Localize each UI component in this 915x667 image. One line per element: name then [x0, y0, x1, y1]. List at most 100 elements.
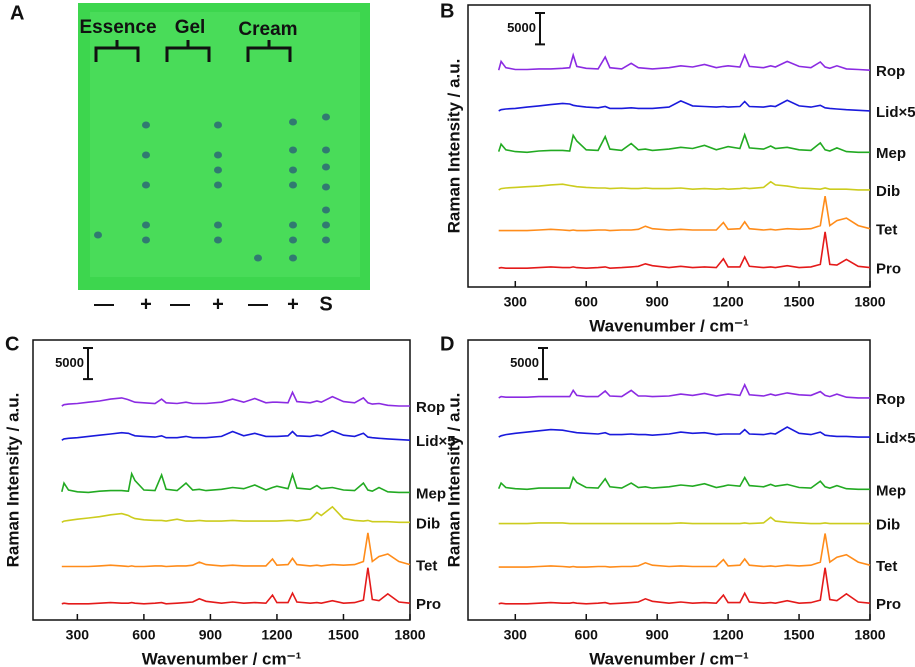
- spot: [214, 121, 222, 129]
- series-label: Lid×5: [876, 104, 915, 121]
- x-tick-label: 1800: [854, 627, 885, 643]
- y-axis-label: Raman Intensity / a.u.: [3, 393, 22, 568]
- series-label: Mep: [416, 485, 446, 502]
- spot: [142, 181, 150, 189]
- spectrum-line: [498, 426, 870, 438]
- scale-bar: [83, 347, 93, 381]
- spectrum-line: [61, 471, 410, 494]
- spot: [142, 121, 150, 129]
- scale-bar-label: 5000: [510, 355, 539, 370]
- x-tick-label: 900: [199, 627, 223, 643]
- spectrum-line: [498, 567, 871, 605]
- plot-frame: [467, 339, 871, 621]
- x-tick-label: 1200: [261, 627, 292, 643]
- panel-label: D: [440, 333, 454, 355]
- spot: [94, 231, 102, 239]
- spot: [322, 146, 330, 154]
- series-label: Pro: [876, 261, 901, 278]
- spot: [322, 221, 330, 229]
- x-axis-label: Wavenumber / cm⁻¹: [589, 316, 749, 335]
- series-label: Mep: [876, 482, 906, 499]
- lane-label: +: [212, 293, 224, 315]
- lane-label: +: [287, 293, 299, 315]
- spot: [214, 151, 222, 159]
- scale-bar-label: 5000: [507, 20, 536, 35]
- x-axis-label: Wavenumber / cm⁻¹: [142, 649, 302, 667]
- series-label: Dib: [876, 183, 900, 200]
- spot: [142, 236, 150, 244]
- x-tick-label: 1800: [394, 627, 425, 643]
- x-tick-label: 1200: [713, 294, 744, 310]
- spectrum-line: [61, 567, 411, 605]
- x-tick-label: 600: [575, 627, 599, 643]
- panel-label: A: [10, 2, 24, 24]
- series-label: Rop: [876, 63, 905, 80]
- spot: [214, 181, 222, 189]
- plot-frame: [32, 339, 411, 621]
- spot: [254, 254, 262, 262]
- x-tick-label: 1200: [713, 627, 744, 643]
- spectrum-line: [498, 180, 870, 191]
- spot: [289, 166, 297, 174]
- series-label: Lid×5: [876, 430, 915, 447]
- x-tick-label: 900: [645, 294, 669, 310]
- lane-label: —: [94, 293, 114, 315]
- spot: [214, 236, 222, 244]
- x-tick-label: 1500: [783, 627, 814, 643]
- x-tick-label: 300: [504, 627, 528, 643]
- panel-label: C: [5, 333, 19, 355]
- scale-bar-label: 5000: [55, 355, 84, 370]
- spectrum-line: [61, 429, 411, 441]
- lane-label: —: [248, 293, 268, 315]
- series-label: Dib: [416, 515, 440, 532]
- x-axis-label: Wavenumber / cm⁻¹: [589, 649, 749, 667]
- spot: [289, 181, 297, 189]
- spectrum-line: [498, 195, 871, 232]
- panel-label: B: [440, 0, 454, 22]
- x-tick-label: 600: [132, 627, 156, 643]
- x-tick-label: 1800: [854, 294, 885, 310]
- plot-frame: [467, 4, 871, 288]
- spots: [94, 113, 330, 262]
- bracket: [165, 40, 211, 62]
- series-label: Mep: [876, 145, 906, 162]
- spot: [322, 113, 330, 121]
- y-axis-label: Raman Intensity / a.u.: [444, 393, 463, 568]
- series-label: Rop: [876, 391, 905, 408]
- spectrum-line: [497, 52, 871, 71]
- tlc-plate: [90, 12, 360, 277]
- y-axis-label: Raman Intensity / a.u.: [444, 59, 463, 234]
- spot: [322, 163, 330, 171]
- series-label: Dib: [876, 517, 900, 534]
- spot: [214, 166, 222, 174]
- scale-bar: [535, 12, 545, 46]
- brackets: [94, 40, 292, 62]
- spectrum-line: [498, 382, 870, 399]
- scale-bar: [538, 347, 548, 381]
- spot: [142, 151, 150, 159]
- group-label: Gel: [175, 17, 206, 38]
- group-label: Essence: [79, 17, 156, 38]
- series-label: Tet: [876, 222, 897, 239]
- spectrum-line: [497, 475, 870, 491]
- spot: [322, 236, 330, 244]
- series-label: Tet: [876, 558, 897, 575]
- lane-label: —: [170, 293, 190, 315]
- series-label: Pro: [876, 596, 901, 613]
- group-label: Cream: [238, 19, 297, 40]
- series-label: Lid×5: [416, 433, 456, 450]
- spot: [289, 236, 297, 244]
- x-tick-label: 600: [575, 294, 599, 310]
- series-label: Tet: [416, 558, 437, 575]
- spot: [289, 146, 297, 154]
- spectrum-line: [497, 132, 870, 154]
- bracket: [246, 40, 292, 62]
- spot: [322, 183, 330, 191]
- series-label: Rop: [416, 399, 445, 416]
- spot: [142, 221, 150, 229]
- spectrum-line: [498, 516, 870, 525]
- x-tick-label: 1500: [783, 294, 814, 310]
- spot: [289, 221, 297, 229]
- spectrum-line: [498, 231, 871, 270]
